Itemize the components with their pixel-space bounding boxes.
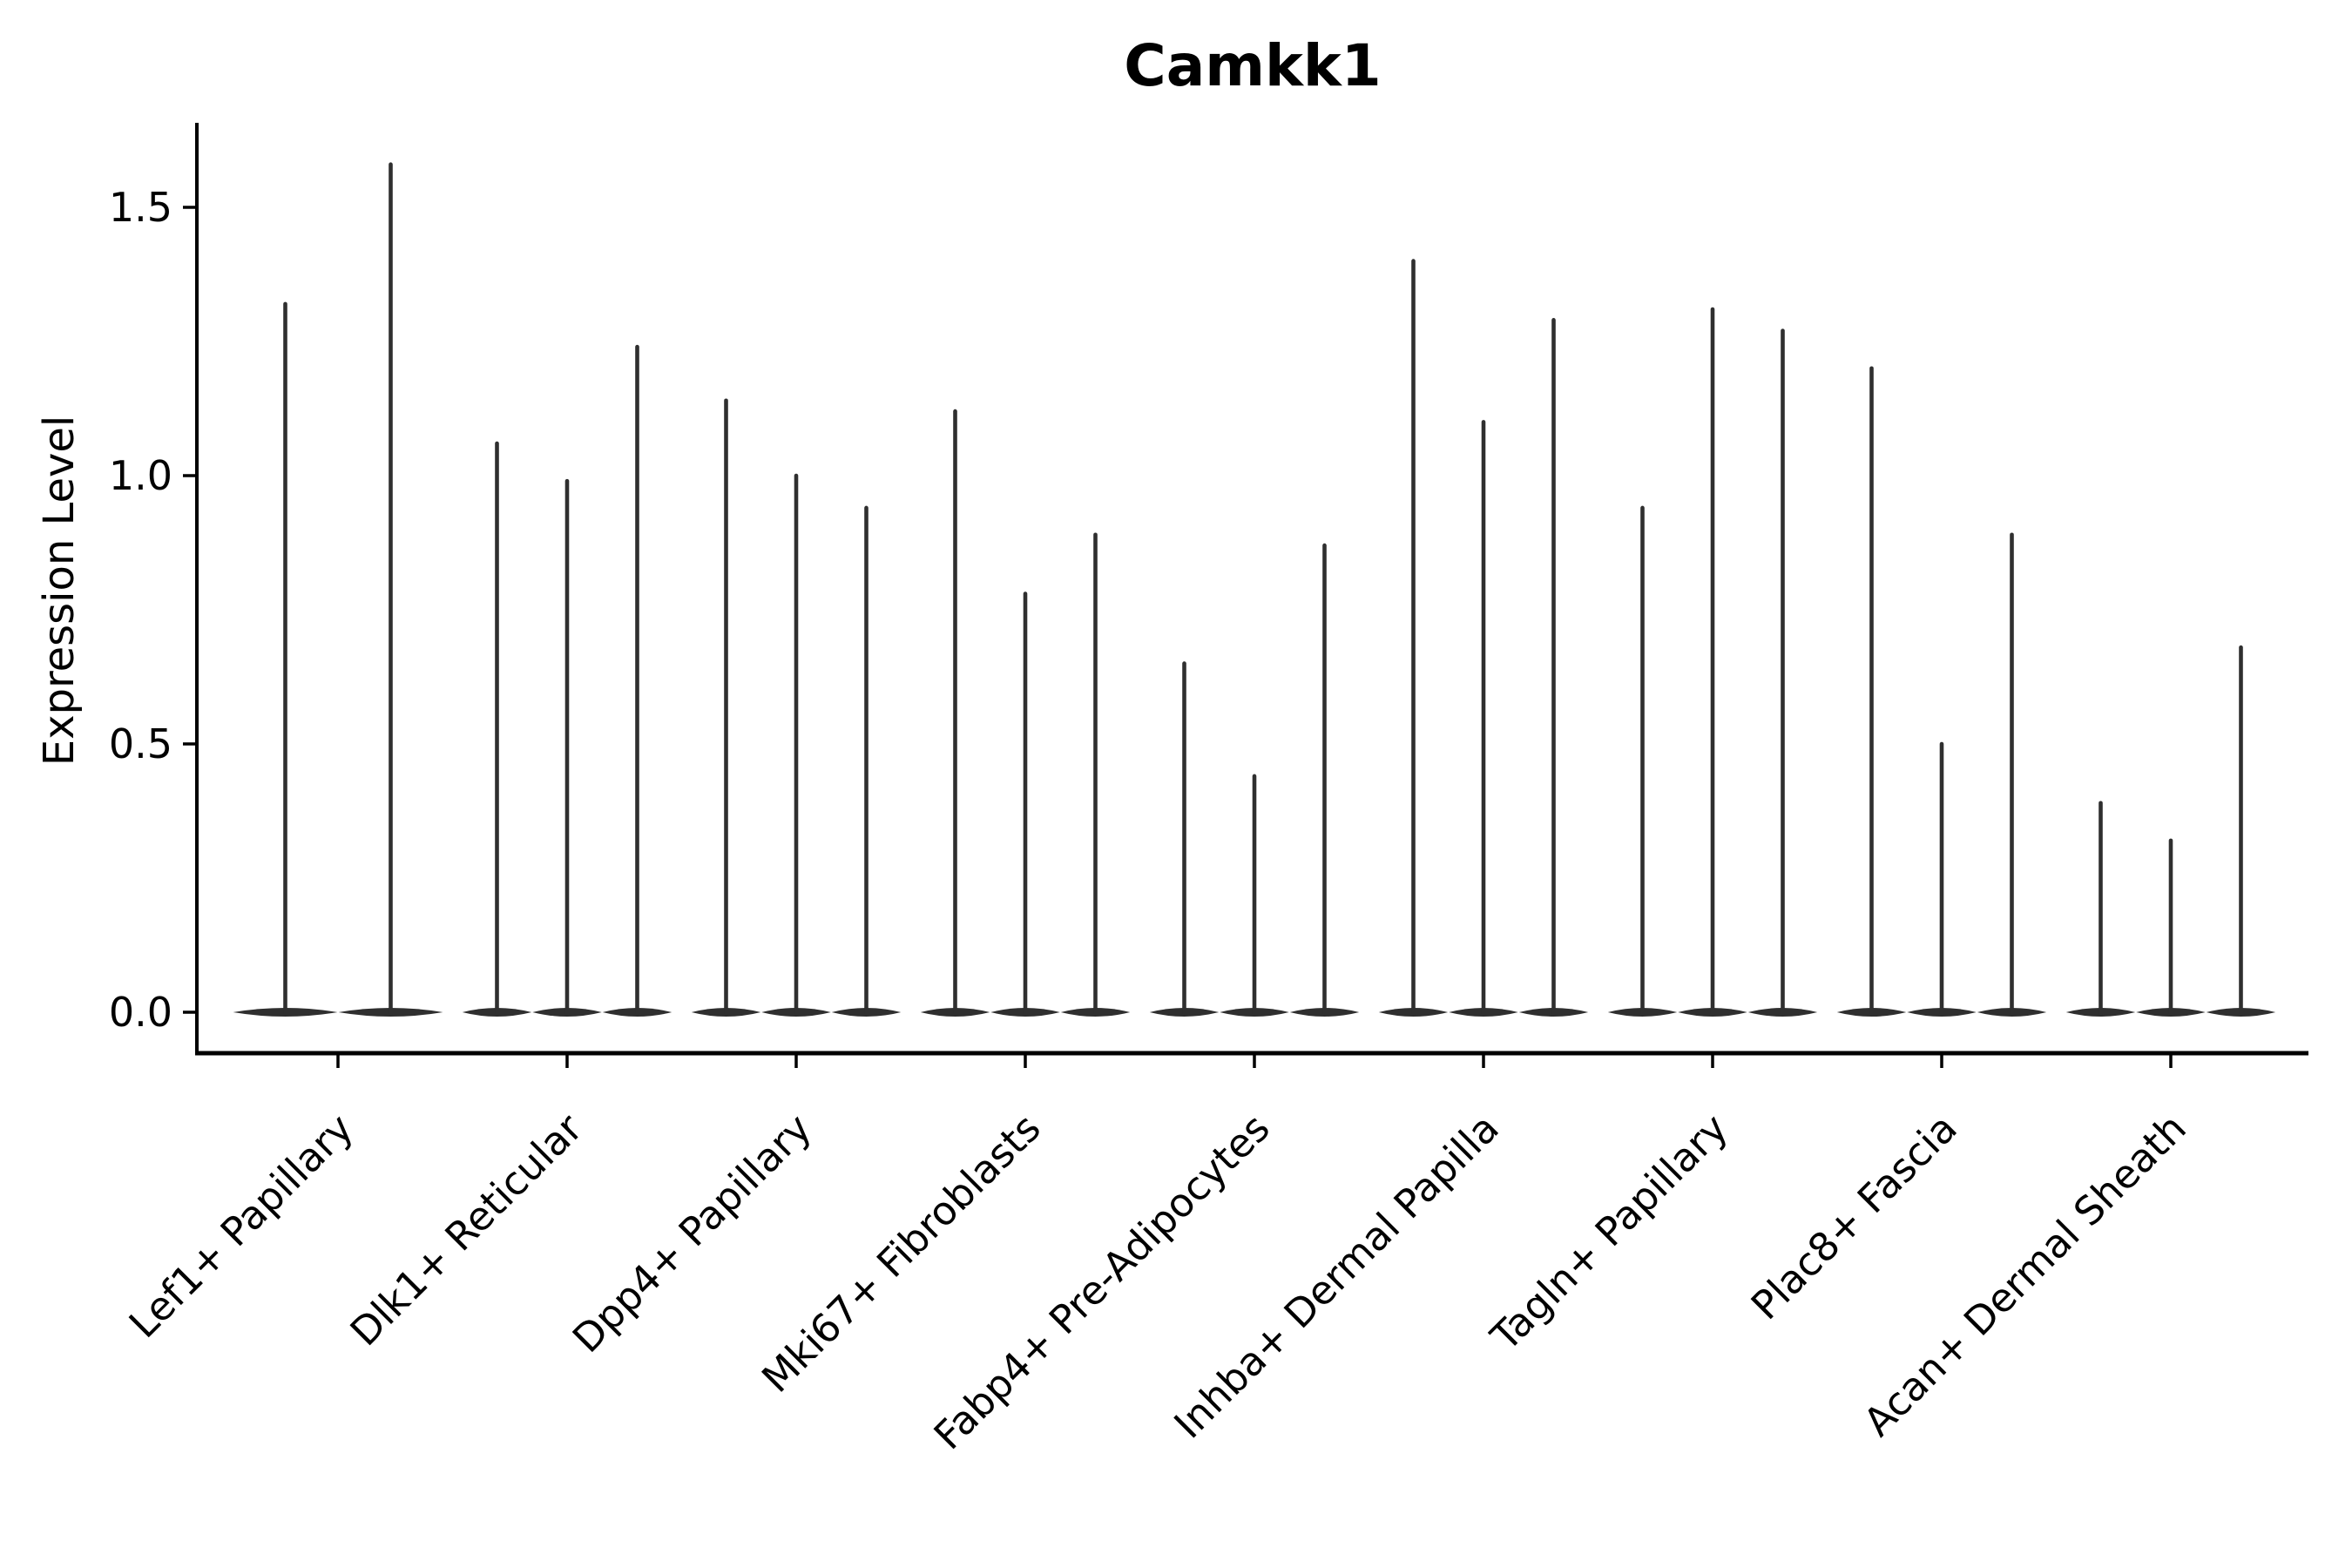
y-tick-label: 0.5: [109, 720, 172, 767]
y-axis: 0.0 0.5 1.0 1.5: [109, 184, 197, 1036]
x-tick-label: Plac8+ Fascia: [1742, 1105, 1966, 1328]
y-tick-label: 1.0: [109, 452, 172, 499]
x-tick-label: Tagln+ Papillary: [1482, 1105, 1737, 1360]
chart-title: Camkk1: [1124, 32, 1381, 99]
y-axis-label: Expression Level: [35, 416, 84, 767]
x-tick-label: Dlk1+ Reticular: [341, 1105, 591, 1355]
violins: [233, 162, 2276, 1017]
x-tick-label: Lef1+ Papillary: [120, 1105, 362, 1347]
y-tick-label: 1.5: [109, 184, 172, 231]
y-tick-label: 0.0: [109, 989, 172, 1036]
x-tick-label: Dpp4+ Papillary: [564, 1105, 821, 1362]
